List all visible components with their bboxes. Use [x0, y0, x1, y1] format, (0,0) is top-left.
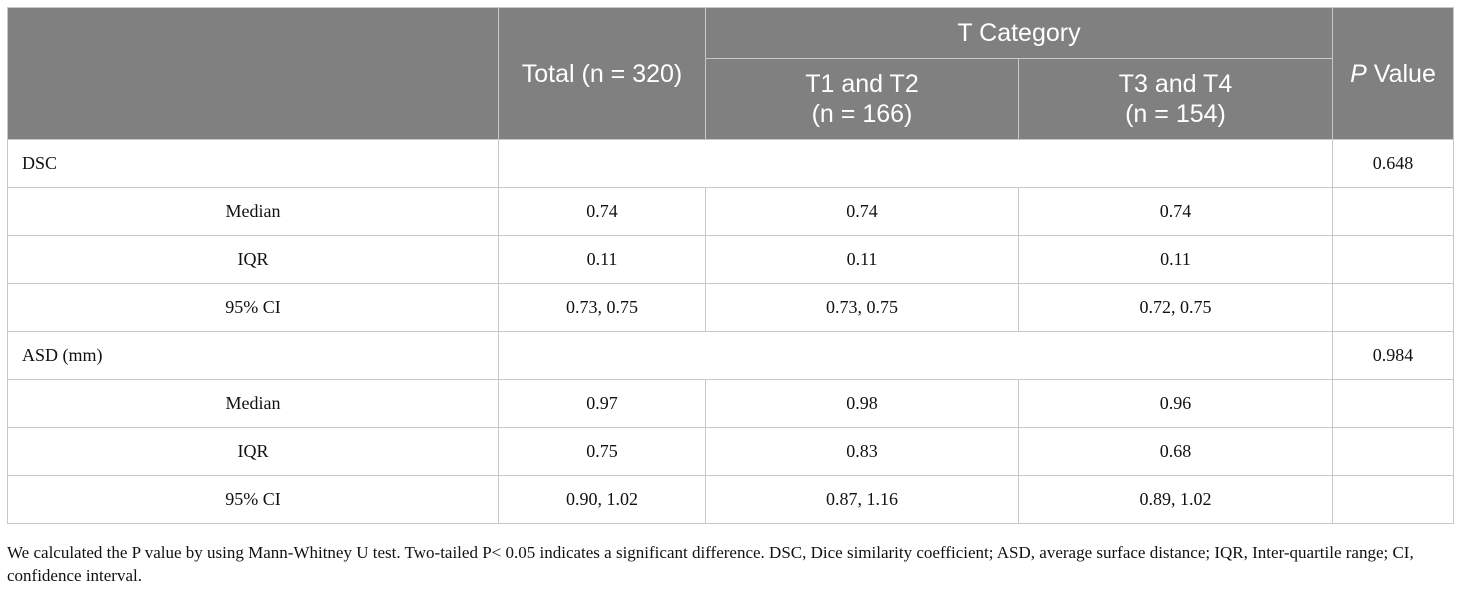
header-total: Total (n = 320) [498, 7, 706, 140]
cell-t3-t4: 0.68 [1018, 427, 1333, 476]
header-p-value: P Value [1332, 7, 1454, 140]
section-empty-cell [498, 331, 1333, 380]
cell-p-value [1332, 235, 1454, 284]
cell-t1-t2: 0.11 [705, 235, 1019, 284]
cell-t1-t2: 0.98 [705, 379, 1019, 428]
header-p-letter: P [1350, 59, 1367, 88]
row-label: 95% CI [7, 283, 499, 332]
header-p-value-text: Value [1366, 59, 1436, 88]
cell-t3-t4: 0.96 [1018, 379, 1333, 428]
cell-p-value [1332, 187, 1454, 236]
table-row: 95% CI 0.73, 0.75 0.73, 0.75 0.72, 0.75 [7, 283, 1454, 332]
cell-t1-t2: 0.73, 0.75 [705, 283, 1019, 332]
row-label: Median [7, 187, 499, 236]
table-row: IQR 0.75 0.83 0.68 [7, 427, 1454, 476]
cell-t1-t2: 0.87, 1.16 [705, 475, 1019, 524]
cell-t3-t4: 0.11 [1018, 235, 1333, 284]
cell-total: 0.11 [498, 235, 706, 284]
row-label: 95% CI [7, 475, 499, 524]
cell-total: 0.90, 1.02 [498, 475, 706, 524]
table-row: IQR 0.11 0.11 0.11 [7, 235, 1454, 284]
cell-p-value [1332, 427, 1454, 476]
cell-p-value [1332, 283, 1454, 332]
table-header: Total (n = 320) T Category P Value T1 an… [7, 7, 1454, 140]
header-t3-t4: T3 and T4 (n = 154) [1018, 58, 1333, 140]
row-label: IQR [7, 235, 499, 284]
cell-t3-t4: 0.72, 0.75 [1018, 283, 1333, 332]
header-t1-t2-label: T1 and T2 [805, 70, 919, 98]
header-corner-cell [7, 7, 499, 140]
cell-t1-t2: 0.74 [705, 187, 1019, 236]
header-t-category: T Category [705, 7, 1333, 59]
header-t1-t2: T1 and T2 (n = 166) [705, 58, 1019, 140]
cell-total: 0.73, 0.75 [498, 283, 706, 332]
cell-total: 0.75 [498, 427, 706, 476]
table-row: 95% CI 0.90, 1.02 0.87, 1.16 0.89, 1.02 [7, 475, 1454, 524]
cell-total: 0.74 [498, 187, 706, 236]
section-label: ASD (mm) [7, 331, 499, 380]
section-empty-cell [498, 139, 1333, 188]
table-row: Median 0.97 0.98 0.96 [7, 379, 1454, 428]
table-footnote: We calculated the P value by using Mann-… [7, 543, 1414, 585]
section-row-asd: ASD (mm) 0.984 [7, 331, 1454, 380]
cell-t1-t2: 0.83 [705, 427, 1019, 476]
header-t3-t4-n: (n = 154) [1125, 100, 1226, 128]
table-row: Median 0.74 0.74 0.74 [7, 187, 1454, 236]
cell-p-value [1332, 379, 1454, 428]
row-label: IQR [7, 427, 499, 476]
table-body: DSC 0.648 Median 0.74 0.74 0.74 IQR 0.11… [7, 139, 1454, 524]
section-p-value: 0.984 [1332, 331, 1454, 380]
section-row-dsc: DSC 0.648 [7, 139, 1454, 188]
cell-p-value [1332, 475, 1454, 524]
section-label: DSC [7, 139, 499, 188]
cell-total: 0.97 [498, 379, 706, 428]
cell-t3-t4: 0.89, 1.02 [1018, 475, 1333, 524]
header-t3-t4-label: T3 and T4 [1118, 70, 1233, 98]
results-table: Total (n = 320) T Category P Value T1 an… [7, 7, 1454, 524]
section-p-value: 0.648 [1332, 139, 1454, 188]
cell-t3-t4: 0.74 [1018, 187, 1333, 236]
row-label: Median [7, 379, 499, 428]
header-t1-t2-n: (n = 166) [811, 100, 913, 128]
